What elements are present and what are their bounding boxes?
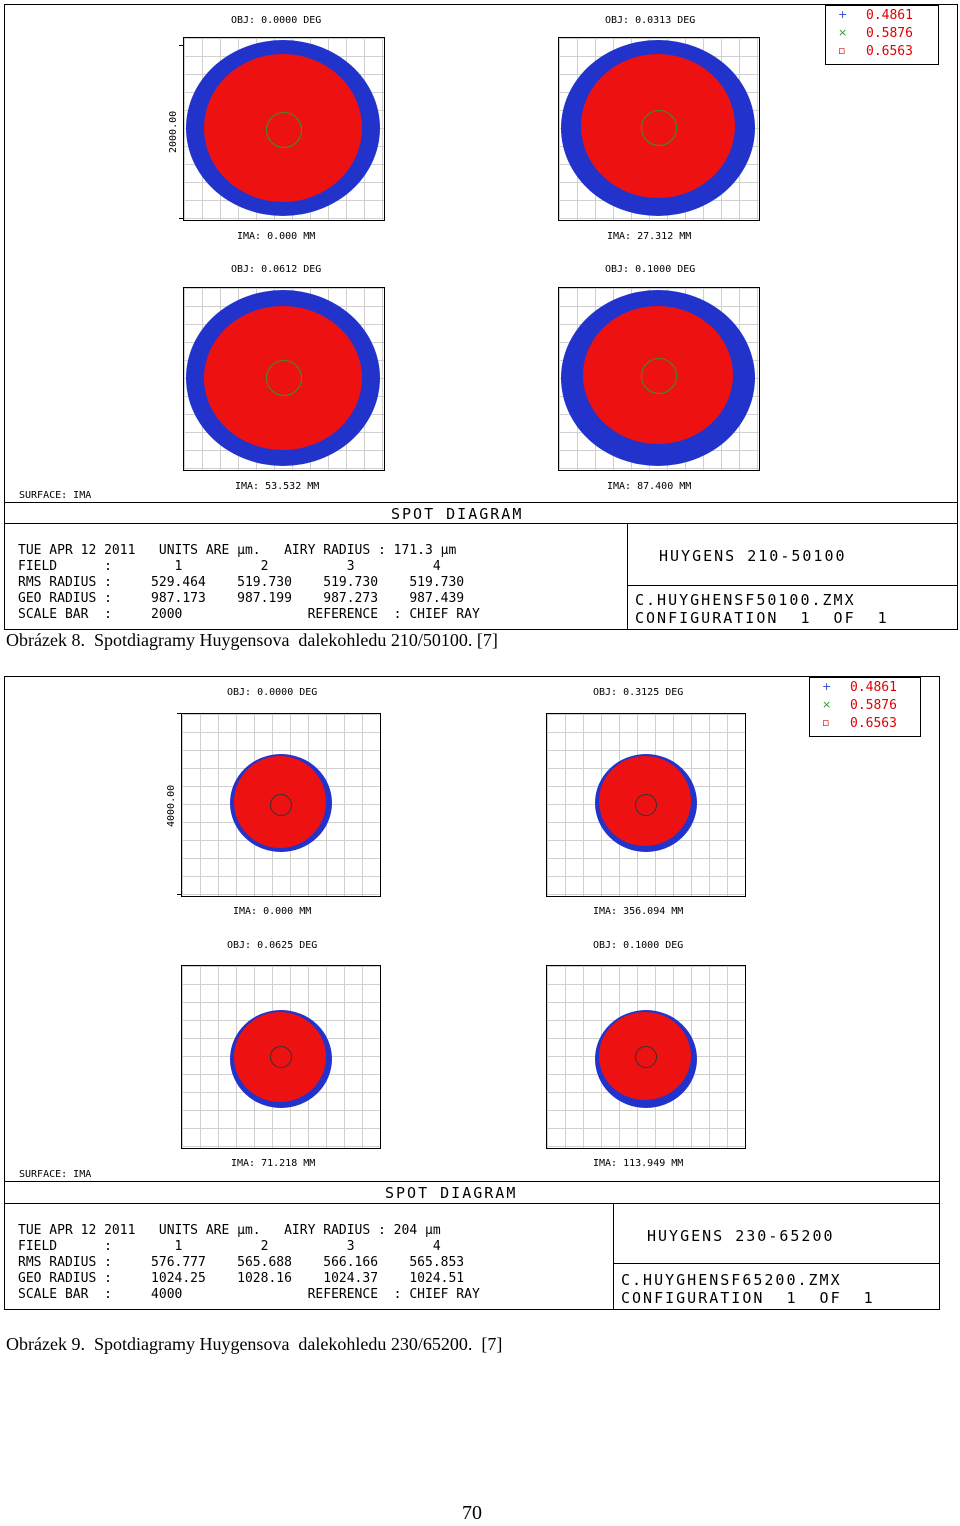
legend-wavelength: 0.6563: [850, 716, 897, 731]
info-line: GEO RADIUS : 1024.25 1028.16 1024.37 102…: [18, 1271, 465, 1286]
panel-obj-label: OBJ: 0.0625 DEG: [227, 940, 318, 951]
info-line: SCALE BAR : 4000 REFERENCE : CHIEF RAY: [18, 1287, 480, 1302]
legend-item: ▫ 0.6563: [826, 44, 938, 62]
panel-obj-label: OBJ: 0.1000 DEG: [605, 264, 696, 275]
spot-panel: [181, 713, 381, 897]
square-marker-icon: ▫: [838, 44, 846, 57]
spot-panel: [558, 287, 760, 471]
panel-ima-label: IMA: 356.094 MM: [593, 906, 684, 917]
legend-item: + 0.4861: [810, 680, 920, 698]
system-title: HUYGENS 210-50100: [659, 547, 847, 565]
airy-disk: [641, 358, 677, 394]
spot-panel: [546, 713, 746, 897]
legend-wavelength: 0.6563: [866, 44, 913, 59]
spot-panel: [546, 965, 746, 1149]
info-line: RMS RADIUS : 529.464 519.730 519.730 519…: [18, 575, 465, 590]
airy-disk: [635, 1046, 657, 1068]
lens-file-name: C.HUYGHENSF50100.ZMX: [635, 591, 856, 609]
airy-disk: [641, 110, 677, 146]
divider: [5, 523, 957, 524]
configuration-label: CONFIGURATION 1 OF 1: [635, 609, 889, 627]
system-title: HUYGENS 230-65200: [647, 1227, 835, 1245]
divider: [613, 1263, 939, 1264]
panel-obj-label: OBJ: 0.0313 DEG: [605, 15, 696, 26]
info-line: GEO RADIUS : 987.173 987.199 987.273 987…: [18, 591, 465, 606]
square-marker-icon: ▫: [822, 716, 830, 729]
panel-obj-label: OBJ: 0.0000 DEG: [227, 687, 318, 698]
spot-panel: [181, 965, 381, 1149]
surface-label: SURFACE: IMA: [19, 1169, 92, 1180]
info-line: TUE APR 12 2011 UNITS ARE µm. AIRY RADIU…: [18, 1223, 441, 1238]
panel-ima-label: IMA: 71.218 MM: [231, 1158, 316, 1169]
surface-label: SURFACE: IMA: [19, 490, 92, 501]
airy-disk: [270, 794, 292, 816]
airy-disk: [266, 360, 302, 396]
wavelength-legend: + 0.4861 × 0.5876 ▫ 0.6563: [825, 5, 939, 65]
divider: [5, 1203, 939, 1204]
wavelength-legend: + 0.4861 × 0.5876 ▫ 0.6563: [809, 677, 921, 737]
panel-ima-label: IMA: 0.000 MM: [233, 906, 312, 917]
divider: [627, 585, 957, 586]
spot-diagram-banner: SPOT DIAGRAM: [385, 1184, 518, 1202]
spot-diagram-figure-1: + 0.4861 × 0.5876 ▫ 0.6563 2000.00 OBJ: …: [4, 4, 958, 630]
panel-obj-label: OBJ: 0.3125 DEG: [593, 687, 684, 698]
legend-wavelength: 0.4861: [866, 8, 913, 23]
legend-item: + 0.4861: [826, 8, 938, 26]
spot-diagram-banner: SPOT DIAGRAM: [391, 505, 524, 523]
airy-disk: [266, 112, 302, 148]
panel-ima-label: IMA: 53.532 MM: [235, 481, 320, 492]
info-line: RMS RADIUS : 576.777 565.688 566.166 565…: [18, 1255, 465, 1270]
figure-caption: Obrázek 8. Spotdiagramy Huygensova dalek…: [6, 630, 498, 650]
divider: [613, 1203, 614, 1309]
legend-item: ▫ 0.6563: [810, 716, 920, 734]
info-line: SCALE BAR : 2000 REFERENCE : CHIEF RAY: [18, 607, 480, 622]
legend-wavelength: 0.4861: [850, 680, 897, 695]
airy-disk: [270, 1046, 292, 1068]
plus-marker-icon: +: [838, 8, 848, 21]
divider: [5, 1181, 939, 1182]
legend-wavelength: 0.5876: [850, 698, 897, 713]
page-number: 70: [462, 1502, 482, 1524]
panel-ima-label: IMA: 0.000 MM: [237, 231, 316, 242]
info-line: FIELD : 1 2 3 4: [18, 559, 441, 574]
configuration-label: CONFIGURATION 1 OF 1: [621, 1289, 875, 1307]
panel-obj-label: OBJ: 0.0000 DEG: [231, 15, 322, 26]
figure-caption: Obrázek 9. Spotdiagramy Huygensova dalek…: [6, 1334, 503, 1354]
spot-panel: [183, 287, 385, 471]
scale-bar-label: 4000.00: [166, 784, 177, 827]
airy-disk: [635, 794, 657, 816]
panel-obj-label: OBJ: 0.0612 DEG: [231, 264, 322, 275]
lens-file-name: C.HUYGHENSF65200.ZMX: [621, 1271, 842, 1289]
cross-marker-icon: ×: [838, 26, 848, 39]
legend-item: × 0.5876: [826, 26, 938, 44]
spot-diagram-figure-2: + 0.4861 × 0.5876 ▫ 0.6563 4000.00 OBJ: …: [4, 676, 940, 1310]
legend-wavelength: 0.5876: [866, 26, 913, 41]
panel-obj-label: OBJ: 0.1000 DEG: [593, 940, 684, 951]
cross-marker-icon: ×: [822, 698, 832, 711]
divider: [5, 502, 957, 503]
scale-bar-label: 2000.00: [168, 110, 179, 153]
info-line: TUE APR 12 2011 UNITS ARE µm. AIRY RADIU…: [18, 543, 457, 558]
divider: [627, 523, 628, 629]
panel-ima-label: IMA: 87.400 MM: [607, 481, 692, 492]
panel-ima-label: IMA: 113.949 MM: [593, 1158, 684, 1169]
plus-marker-icon: +: [822, 680, 832, 693]
spot-panel: [558, 37, 760, 221]
info-line: FIELD : 1 2 3 4: [18, 1239, 441, 1254]
spot-panel: [183, 37, 385, 221]
panel-ima-label: IMA: 27.312 MM: [607, 231, 692, 242]
legend-item: × 0.5876: [810, 698, 920, 716]
